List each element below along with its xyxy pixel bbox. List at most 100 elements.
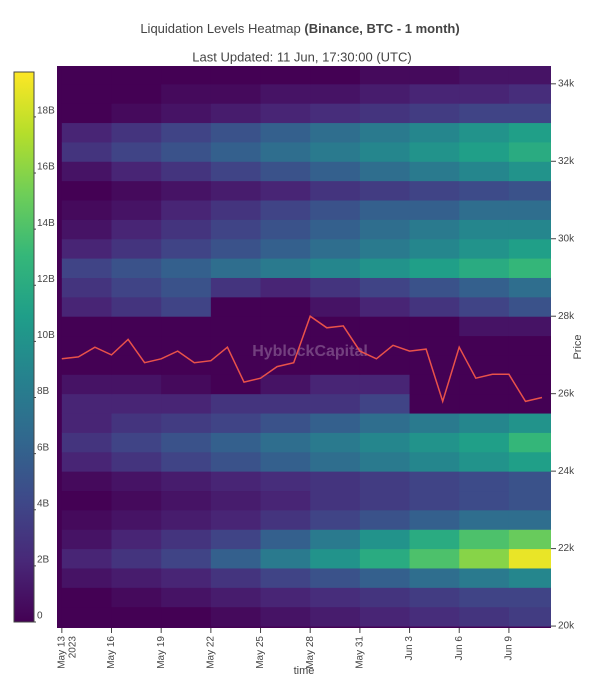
heatmap-cell: [409, 354, 460, 375]
heatmap-cell: [508, 413, 551, 433]
x-tick-label: Jun 3: [404, 636, 415, 661]
heatmap-cell: [310, 200, 361, 220]
heatmap-cell: [508, 103, 551, 124]
heatmap-cell: [210, 432, 262, 453]
heatmap-cell: [459, 587, 510, 608]
heatmap-cell: [161, 413, 212, 433]
colorbar-tick-label: 2B: [37, 555, 50, 566]
heatmap-cell: [260, 103, 311, 124]
heatmap-cell: [210, 219, 262, 240]
heatmap-cell: [359, 103, 411, 124]
heatmap-cell: [359, 122, 411, 143]
x-tick-label: May 28: [305, 636, 316, 669]
heatmap-cell: [61, 122, 113, 143]
x-axis-title: time: [294, 665, 315, 677]
y-tick-label: 22k: [558, 543, 575, 554]
heatmap-cell: [260, 393, 311, 414]
heatmap-cell: [111, 548, 162, 569]
heatmap-cell: [111, 219, 162, 240]
heatmap-cell: [111, 509, 162, 530]
heatmap-cell: [508, 296, 551, 317]
x-tick-label: May 31: [355, 636, 366, 669]
heatmap-cell: [359, 238, 411, 259]
heatmap-cell: [409, 219, 460, 240]
heatmap-cell: [111, 122, 162, 143]
heatmap-cell: [260, 161, 311, 182]
heatmap-cell: [508, 432, 551, 453]
heatmap-cell: [409, 277, 460, 298]
heatmap-cell: [409, 335, 460, 356]
heatmap-cell: [459, 335, 510, 356]
heatmap-cell: [111, 238, 162, 259]
heatmap-cell: [409, 83, 460, 104]
heatmap-cell: [260, 529, 311, 550]
heatmap-cell: [459, 180, 510, 201]
heatmap-cell: [409, 103, 460, 124]
y-axis-title: Price: [572, 334, 584, 359]
heatmap-cell: [459, 529, 510, 550]
heatmap-cell: [359, 548, 411, 569]
heatmap-cell: [161, 258, 212, 278]
heatmap-cell: [459, 413, 510, 433]
colorbar-tick-label: 16B: [37, 162, 55, 173]
heatmap-cell: [210, 393, 262, 414]
heatmap-cell: [61, 587, 113, 608]
heatmap-cell: [161, 606, 212, 627]
heatmap-cell: [161, 451, 212, 472]
heatmap-cell: [260, 471, 311, 492]
heatmap-cell: [508, 354, 551, 375]
heatmap-cell: [210, 567, 262, 588]
heatmap-cell: [210, 374, 262, 395]
heatmap-cell: [310, 238, 361, 259]
heatmap-cell: [359, 413, 411, 433]
heatmap-cell: [210, 413, 262, 433]
heatmap-cell: [210, 200, 262, 220]
heatmap-cell: [61, 432, 113, 453]
heatmap-cell: [260, 296, 311, 317]
heatmap-cell: [409, 548, 460, 569]
heatmap-cell: [459, 354, 510, 375]
y-tick-label: 20k: [558, 621, 575, 632]
heatmap-cell: [61, 316, 113, 337]
heatmap-cell: [359, 432, 411, 453]
heatmap-cell: [310, 374, 361, 395]
heatmap-cell: [61, 606, 113, 627]
heatmap-cell: [260, 66, 311, 85]
heatmap-cell: [161, 335, 212, 356]
heatmap-cell: [161, 296, 212, 317]
heatmap-cell: [61, 180, 113, 201]
heatmap-cell: [61, 335, 113, 356]
heatmap-cell: [210, 122, 262, 143]
heatmap-cell: [260, 200, 311, 220]
heatmap-cell: [310, 141, 361, 162]
heatmap-cell: [161, 66, 212, 85]
heatmap-cell: [359, 354, 411, 375]
heatmap-cell: [61, 354, 113, 375]
heatmap-cell: [260, 509, 311, 530]
heatmap-cell: [459, 374, 510, 395]
heatmap-cell: [459, 103, 510, 124]
heatmap-cell: [359, 335, 411, 356]
heatmap-cell: [409, 122, 460, 143]
heatmap-cell: [310, 490, 361, 511]
heatmap-cell: [161, 529, 212, 550]
heatmap-cell: [210, 606, 262, 627]
heatmap-cell: [210, 316, 262, 337]
heatmap-cell: [260, 451, 311, 472]
colorbar-tick-label: 8B: [37, 386, 50, 397]
heatmap-cell: [359, 161, 411, 182]
heatmap-cell: [210, 258, 262, 278]
heatmap-cell: [459, 316, 510, 337]
heatmap-cell: [61, 66, 113, 85]
heatmap-cell: [61, 141, 113, 162]
heatmap-cell: [161, 200, 212, 220]
heatmap-cell: [459, 567, 510, 588]
heatmap-cell: [409, 180, 460, 201]
heatmap-cell: [260, 219, 311, 240]
heatmap-cell: [459, 471, 510, 492]
heatmap-cell: [310, 258, 361, 278]
heatmap-cell: [459, 451, 510, 472]
heatmap-cell: [260, 548, 311, 569]
heatmap-cell: [508, 122, 551, 143]
